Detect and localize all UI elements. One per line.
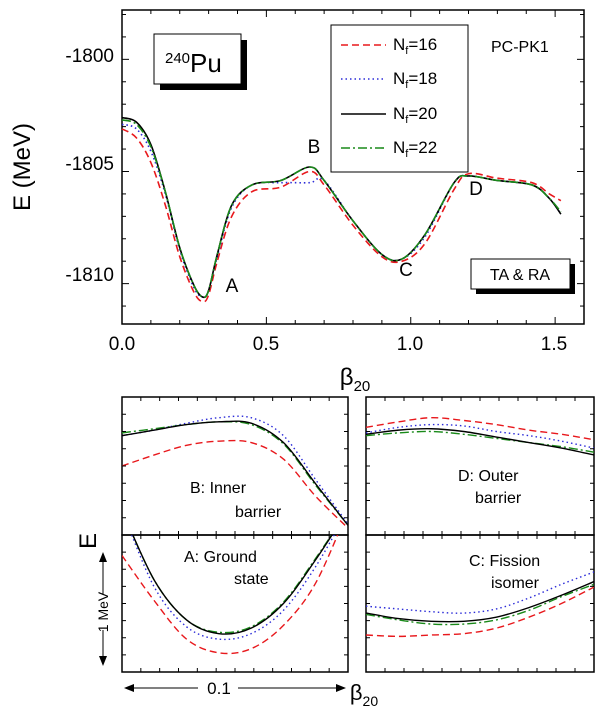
panel-a-series bbox=[122, 535, 339, 655]
legend-box bbox=[330, 24, 469, 173]
panel-d-series-nf20 bbox=[366, 427, 594, 456]
panel-d-label-line2: barrier bbox=[475, 490, 522, 507]
beta-scale-arrow: 0.1 bbox=[124, 679, 346, 698]
panel-b-series-nf22 bbox=[122, 421, 348, 526]
legend-label-nf22: Nf=22 bbox=[393, 138, 437, 160]
panel-series bbox=[122, 415, 594, 655]
panel-ticks bbox=[122, 397, 594, 672]
main-x-tick-2: 1.0 bbox=[397, 334, 423, 355]
main-series-nf22 bbox=[121, 119, 562, 299]
panel-b-label-line2: barrier bbox=[235, 504, 282, 521]
legend-label-nf18: Nf=18 bbox=[393, 69, 437, 91]
legend: Nf=16 Nf=18 Nf=20 Nf=22 bbox=[330, 24, 469, 173]
point-label-d: D bbox=[469, 179, 483, 200]
panel-c-series-nf20 bbox=[366, 580, 594, 623]
method-box: TA & RA bbox=[470, 258, 575, 294]
nucleus-box: 240Pu bbox=[153, 33, 247, 90]
panel-d-label-line1: D: Outer bbox=[458, 468, 519, 485]
main-y-tick-0: -1800 bbox=[65, 46, 114, 67]
legend-label-nf20: Nf=20 bbox=[393, 104, 437, 126]
main-x-tick-3: 1.5 bbox=[541, 334, 567, 355]
mev-scale-label: 1 MeV bbox=[95, 591, 111, 632]
panel-d-series bbox=[366, 416, 594, 456]
panel-c-series bbox=[366, 571, 594, 638]
panel-d-series-nf16 bbox=[366, 416, 594, 441]
zoom-panels: B: Inner barrier D: Outer barrier A: Gro… bbox=[75, 396, 595, 709]
panel-c-label-line1: C: Fission bbox=[469, 553, 540, 570]
legend-label-nf16: Nf=16 bbox=[393, 35, 437, 57]
point-label-b: B bbox=[308, 137, 321, 158]
point-label-c: C bbox=[399, 260, 413, 281]
main-x-tick-1: 0.5 bbox=[253, 334, 279, 355]
panel-c-series-nf22 bbox=[366, 583, 594, 626]
panel-d-series-nf22 bbox=[366, 430, 594, 453]
panel-c-series-nf18 bbox=[366, 571, 594, 614]
main-y-tick-2: -1810 bbox=[65, 265, 114, 286]
panel-a-series-nf22 bbox=[132, 535, 333, 634]
main-y-axis-label: E (MeV) bbox=[9, 123, 36, 211]
panel-b-series-nf20 bbox=[122, 420, 348, 526]
panel-a-series-nf20 bbox=[132, 535, 333, 635]
main-x-tick-0: 0.0 bbox=[109, 334, 135, 355]
panel-d-series-nf18 bbox=[366, 423, 594, 449]
panel-d-frame bbox=[365, 396, 595, 536]
panel-a-series-nf16 bbox=[122, 535, 339, 655]
nucleus-label: 240Pu bbox=[165, 48, 222, 78]
mev-scale-arrow: 1 MeV bbox=[95, 552, 111, 666]
panel-a-label-line1: A: Ground bbox=[184, 549, 257, 566]
main-series bbox=[121, 116, 562, 303]
panel-c-series-nf16 bbox=[366, 586, 594, 638]
panels-y-axis-label: E bbox=[75, 533, 102, 549]
panel-b-series-nf16 bbox=[122, 439, 348, 529]
panel-b-label-line1: B: Inner bbox=[190, 480, 247, 497]
main-series-nf16 bbox=[121, 128, 562, 303]
panel-c-label-line2: isomer bbox=[491, 575, 540, 592]
main-x-axis-label: β20 bbox=[340, 364, 371, 395]
panels-x-axis-label: β20 bbox=[350, 680, 378, 709]
main-ticks bbox=[121, 10, 585, 324]
panel-a-label-line2: state bbox=[234, 571, 269, 588]
beta-scale-label: 0.1 bbox=[207, 679, 231, 698]
model-label: PC-PK1 bbox=[491, 39, 549, 56]
panel-b-series bbox=[122, 415, 348, 529]
main-y-tick-1: -1805 bbox=[65, 154, 114, 175]
main-chart: 0.0 0.5 1.0 1.5 -1800 -1805 -1810 E (MeV… bbox=[9, 9, 585, 395]
point-label-a: A bbox=[226, 276, 239, 297]
method-label: TA & RA bbox=[490, 267, 550, 284]
